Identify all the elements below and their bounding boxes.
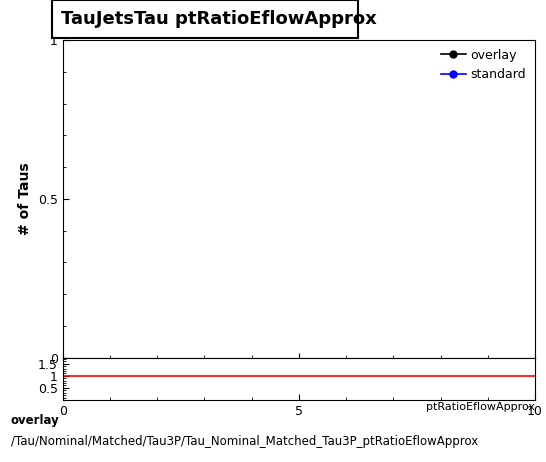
Text: overlay: overlay xyxy=(11,414,60,427)
Text: /Tau/Nominal/Matched/Tau3P/Tau_Nominal_Matched_Tau3P_ptRatioEflowApprox: /Tau/Nominal/Matched/Tau3P/Tau_Nominal_M… xyxy=(11,435,478,448)
Text: ptRatioEflowApprox: ptRatioEflowApprox xyxy=(426,402,535,412)
Y-axis label: # of Taus: # of Taus xyxy=(19,163,32,235)
Legend: overlay, standard: overlay, standard xyxy=(436,44,531,86)
Text: TauJetsTau ptRatioEflowApprox: TauJetsTau ptRatioEflowApprox xyxy=(61,10,377,28)
